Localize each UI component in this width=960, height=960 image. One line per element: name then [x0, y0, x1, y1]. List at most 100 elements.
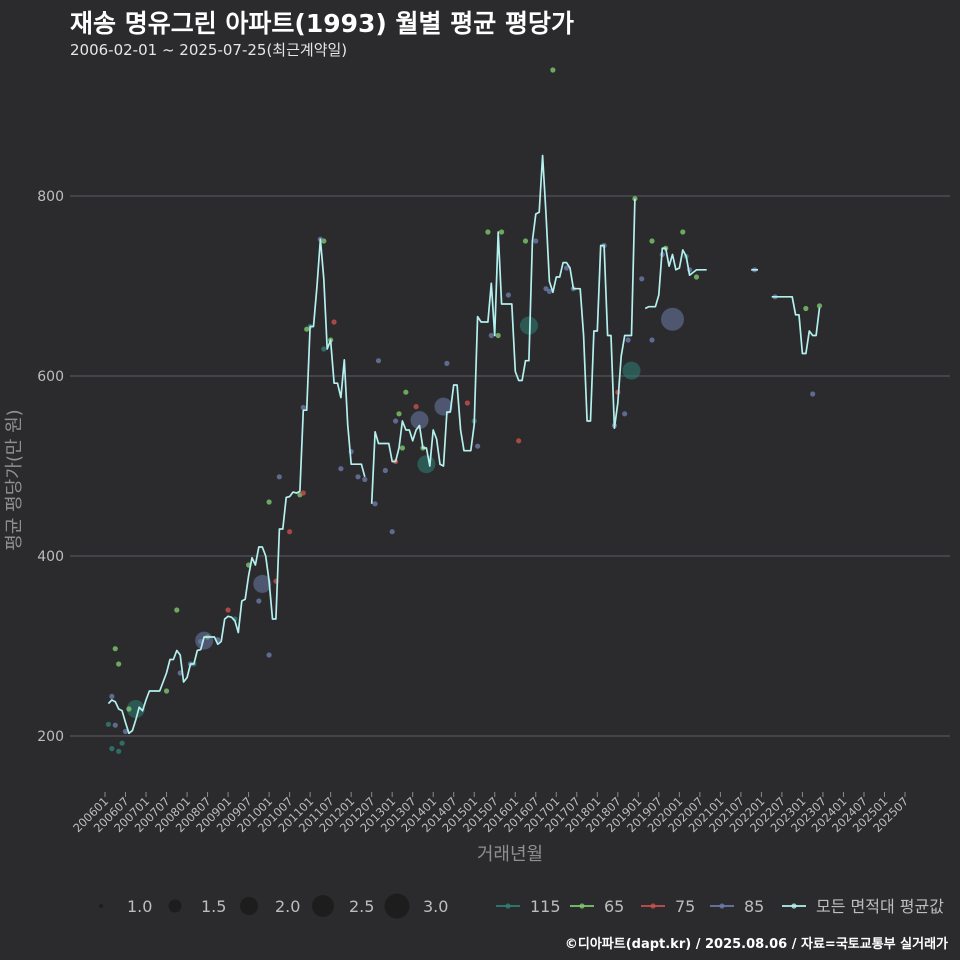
point-85: [488, 332, 494, 339]
point-65: [495, 332, 501, 339]
point-115: [109, 746, 115, 752]
color-legend-label: 65: [604, 897, 624, 916]
point-85: [444, 360, 450, 366]
point-115: [119, 740, 125, 746]
point-85: [505, 292, 512, 298]
point-85: [122, 728, 129, 735]
color-legend-label: 85: [744, 897, 764, 916]
point-85: [639, 276, 645, 282]
point-85: [372, 501, 378, 507]
legend: 1.0 1.5 2.0 2.5 3.0 115 65 75 85 모든 면적대 평균값: [99, 893, 944, 919]
point-65: [116, 661, 122, 667]
y-tick-label: 600: [37, 369, 64, 385]
point-65: [403, 389, 409, 395]
point-65: [399, 445, 406, 451]
y-axis: 200 400 600 800: [37, 189, 64, 745]
point-85: [434, 397, 453, 416]
point-65: [126, 706, 132, 712]
x-axis-label: 거래년월: [477, 844, 543, 865]
point-65: [550, 67, 556, 73]
average-line-segment: [370, 154, 636, 504]
average-line: [107, 154, 821, 735]
point-115: [126, 700, 145, 718]
point-65: [112, 646, 118, 652]
size-legend-key: [312, 895, 334, 917]
point-65: [498, 229, 505, 235]
point-115: [105, 721, 112, 727]
point-85: [338, 466, 344, 472]
color-legend-dot: [505, 903, 511, 909]
point-85: [661, 307, 685, 331]
point-85: [622, 411, 628, 417]
point-85: [109, 693, 115, 700]
average-line-segment: [771, 295, 821, 355]
point-65: [174, 607, 180, 613]
size-legend-label: 3.0: [423, 897, 448, 916]
color-legend-label: 115: [530, 897, 561, 916]
color-legend-label: 75: [675, 897, 695, 916]
point-75: [287, 529, 293, 535]
point-85: [300, 404, 306, 411]
x-axis: 2006012006072007012007072008012008072009…: [70, 792, 911, 835]
point-85: [375, 358, 382, 364]
size-legend-label: 2.0: [275, 897, 300, 916]
chart-subtitle: 2006-02-01 ~ 2025-07-25(최근계약일): [70, 41, 348, 59]
point-65: [522, 238, 529, 244]
color-legend-dot: [650, 903, 656, 909]
point-65: [816, 303, 823, 309]
color-legend-dot: [791, 903, 797, 909]
point-65: [266, 499, 272, 505]
point-85: [276, 474, 282, 480]
size-legend-key: [240, 897, 258, 915]
y-tick-label: 800: [37, 189, 64, 205]
point-85: [253, 574, 272, 593]
point-85: [410, 411, 429, 430]
point-65: [163, 688, 170, 694]
y-tick-label: 400: [37, 549, 64, 565]
footer-credit: ©디아파트(dapt.kr) / 2025.08.06 / 자료=국토교통부 실…: [564, 937, 948, 952]
point-85: [625, 337, 631, 343]
y-tick-label: 200: [37, 729, 64, 745]
average-line-segment: [107, 238, 366, 735]
point-65: [304, 326, 310, 332]
point-75: [300, 490, 306, 496]
size-legend-key: [168, 899, 182, 913]
point-85: [810, 391, 816, 397]
point-65: [803, 305, 809, 312]
size-legend-label: 1.5: [201, 897, 226, 916]
chart-title: 재송 명유그린 아파트(1993) 월별 평균 평당가: [70, 9, 574, 38]
point-75: [225, 607, 231, 613]
point-85: [266, 652, 272, 658]
average-line-segment: [644, 247, 707, 310]
point-85: [563, 265, 570, 271]
size-legend-label: 1.0: [127, 897, 152, 916]
point-85: [382, 467, 388, 474]
size-legend-key: [384, 893, 410, 919]
point-85: [362, 476, 368, 483]
point-85: [475, 443, 481, 449]
color-legend-dot: [579, 903, 585, 909]
size-legend-label: 2.5: [349, 897, 374, 916]
point-85: [533, 238, 539, 244]
point-115: [622, 361, 641, 380]
point-75: [413, 404, 419, 410]
point-75: [331, 319, 337, 325]
point-75: [464, 400, 470, 406]
point-115: [116, 748, 122, 754]
point-65: [649, 238, 655, 244]
point-85: [392, 418, 399, 424]
point-75: [516, 438, 522, 444]
point-65: [693, 274, 700, 280]
size-legend-key: [99, 904, 103, 908]
scatter-points: [105, 67, 823, 754]
color-legend-label: 모든 면적대 평균값: [816, 897, 944, 916]
point-85: [256, 598, 262, 604]
point-85: [195, 631, 214, 650]
point-85: [546, 288, 553, 294]
point-85: [112, 722, 118, 728]
point-65: [396, 411, 402, 417]
point-115: [417, 455, 436, 474]
point-65: [680, 229, 686, 235]
y-axis-label: 평균 평당가(만 원): [4, 409, 25, 550]
